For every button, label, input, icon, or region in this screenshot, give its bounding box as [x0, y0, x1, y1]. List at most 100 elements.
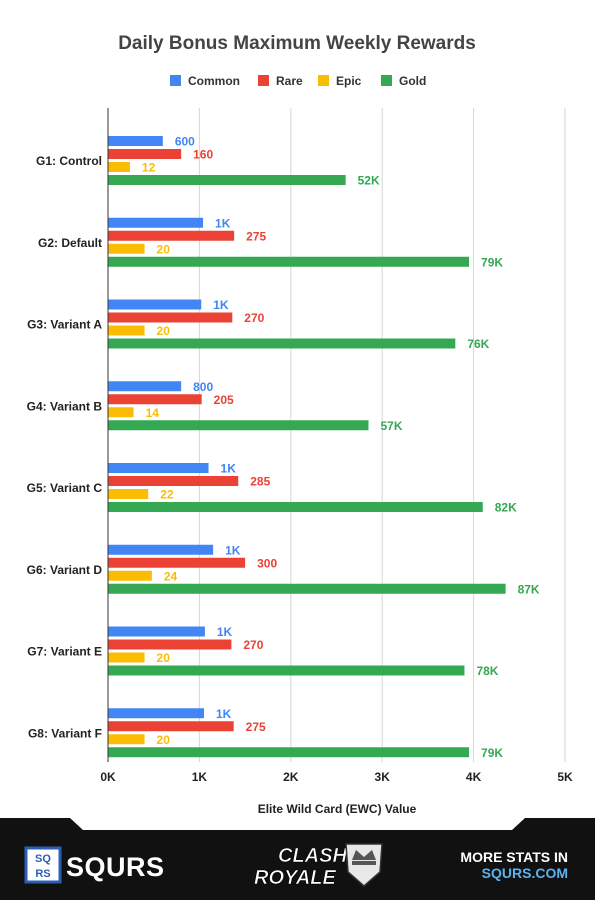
data-label-common: 1K [213, 298, 229, 312]
data-label-gold: 79K [481, 746, 503, 760]
clash-royale-logo-line2: ROYALE [254, 867, 337, 889]
x-tick-label: 3K [375, 770, 391, 784]
bar-common [108, 136, 163, 146]
x-axis-ticks: 0K 1K 2K 3K 4K 5K [100, 770, 573, 784]
data-label-rare: 275 [246, 229, 266, 243]
category-label: G1: Control [36, 154, 102, 168]
legend-label-rare: Rare [276, 74, 303, 88]
category-label: G4: Variant B [27, 399, 103, 413]
legend-label-epic: Epic [336, 74, 362, 88]
data-label-epic: 24 [164, 569, 178, 583]
data-label-common: 1K [217, 625, 233, 639]
legend-label-gold: Gold [399, 74, 426, 88]
bar-epic [108, 489, 149, 499]
bar-rare [108, 557, 246, 568]
footer: SQ RS SQURS CLASH ROYALE MORE STATS IN S… [0, 818, 595, 900]
bar-gold [108, 747, 470, 758]
squrs-badge [24, 846, 62, 884]
data-label-rare: 300 [257, 556, 277, 570]
data-label-gold: 82K [495, 501, 517, 515]
bar-rare [108, 721, 234, 732]
squrs-brand-name: SQURS [66, 852, 165, 882]
x-tick-label: 4K [466, 770, 482, 784]
data-label-common: 600 [175, 135, 195, 149]
bar-gold [108, 583, 506, 594]
data-label-common: 1K [215, 216, 231, 230]
data-label-epic: 20 [157, 651, 171, 665]
bar-epic [108, 243, 145, 254]
bar-epic [108, 652, 145, 663]
squrs-badge-top: SQ [35, 853, 51, 865]
x-tick-label: 1K [192, 770, 208, 784]
bar-epic [108, 325, 145, 336]
bar-gold [108, 502, 483, 512]
bar-common [108, 463, 209, 473]
data-label-gold: 78K [476, 664, 498, 678]
bar-gold [108, 420, 369, 431]
legend-swatch-rare [258, 75, 269, 86]
cta-line2: SQURS.COM [482, 865, 568, 881]
data-label-gold: 52K [358, 174, 380, 188]
data-label-epic: 12 [142, 161, 156, 175]
category-label: G6: Variant D [27, 563, 103, 577]
category-label: G3: Variant A [27, 318, 102, 332]
data-label-gold: 87K [518, 582, 540, 596]
data-label-epic: 20 [157, 324, 171, 338]
legend: Common Rare Epic Gold [170, 74, 426, 88]
crown-shield-icon [345, 843, 383, 887]
category-label: G5: Variant C [27, 481, 103, 495]
data-label-rare: 275 [246, 720, 266, 734]
legend-swatch-gold [381, 75, 392, 86]
clash-royale-logo-line1: CLASH [278, 845, 347, 867]
data-label-common: 800 [193, 380, 213, 394]
category-label: G7: Variant E [27, 645, 102, 659]
bar-rare [108, 476, 239, 486]
data-label-gold: 76K [467, 337, 489, 351]
data-label-epic: 20 [157, 242, 171, 256]
legend-label-common: Common [188, 74, 240, 88]
legend-swatch-epic [318, 75, 329, 86]
bar-common [108, 708, 204, 719]
category-label: G2: Default [38, 236, 102, 250]
data-label-rare: 205 [214, 393, 234, 407]
data-label-gold: 57K [380, 419, 402, 433]
squrs-logo[interactable]: SQ RS SQURS [24, 846, 165, 884]
bar-epic [108, 407, 134, 418]
bar-epic [108, 570, 152, 581]
bar-common [108, 299, 202, 310]
bar-epic [108, 162, 130, 172]
data-label-common: 1K [216, 707, 232, 721]
bar-epic [108, 734, 145, 745]
bar-gold [108, 338, 456, 349]
footer-background [0, 818, 595, 900]
gridlines [198, 108, 566, 762]
bar-common [108, 381, 182, 392]
x-tick-label: 5K [557, 770, 573, 784]
data-label-rare: 160 [193, 148, 213, 162]
cta-line1: MORE STATS IN [460, 849, 568, 865]
legend-swatch-common [170, 75, 181, 86]
bar-common [108, 626, 205, 637]
x-tick-label: 0K [100, 770, 116, 784]
bar-rare [108, 394, 202, 405]
data-label-common: 1K [221, 462, 237, 476]
data-label-rare: 285 [250, 475, 270, 489]
category-labels: G1: Control G2: Default G3: Variant A G4: V… [27, 154, 103, 740]
data-label-rare: 270 [243, 638, 263, 652]
clash-royale-logo: CLASH ROYALE [254, 843, 383, 889]
data-label-rare: 270 [244, 311, 264, 325]
bar-rare [108, 149, 182, 159]
bar-gold [108, 665, 465, 676]
bar-common [108, 217, 204, 228]
data-label-common: 1K [225, 543, 241, 557]
data-label-epic: 22 [160, 488, 174, 502]
more-stats-cta[interactable]: MORE STATS IN SQURS.COM [460, 849, 568, 881]
category-label: G8: Variant F [28, 726, 102, 740]
bar-rare [108, 230, 235, 241]
x-axis-title: Elite Wild Card (EWC) Value [258, 802, 417, 816]
squrs-badge-bottom: RS [35, 868, 50, 880]
bar-rare [108, 639, 232, 650]
data-label-epic: 14 [146, 406, 160, 420]
